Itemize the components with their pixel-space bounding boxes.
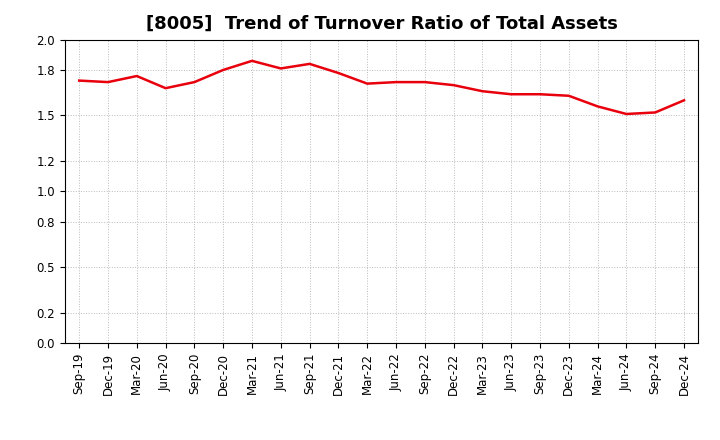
Title: [8005]  Trend of Turnover Ratio of Total Assets: [8005] Trend of Turnover Ratio of Total …	[145, 15, 618, 33]
